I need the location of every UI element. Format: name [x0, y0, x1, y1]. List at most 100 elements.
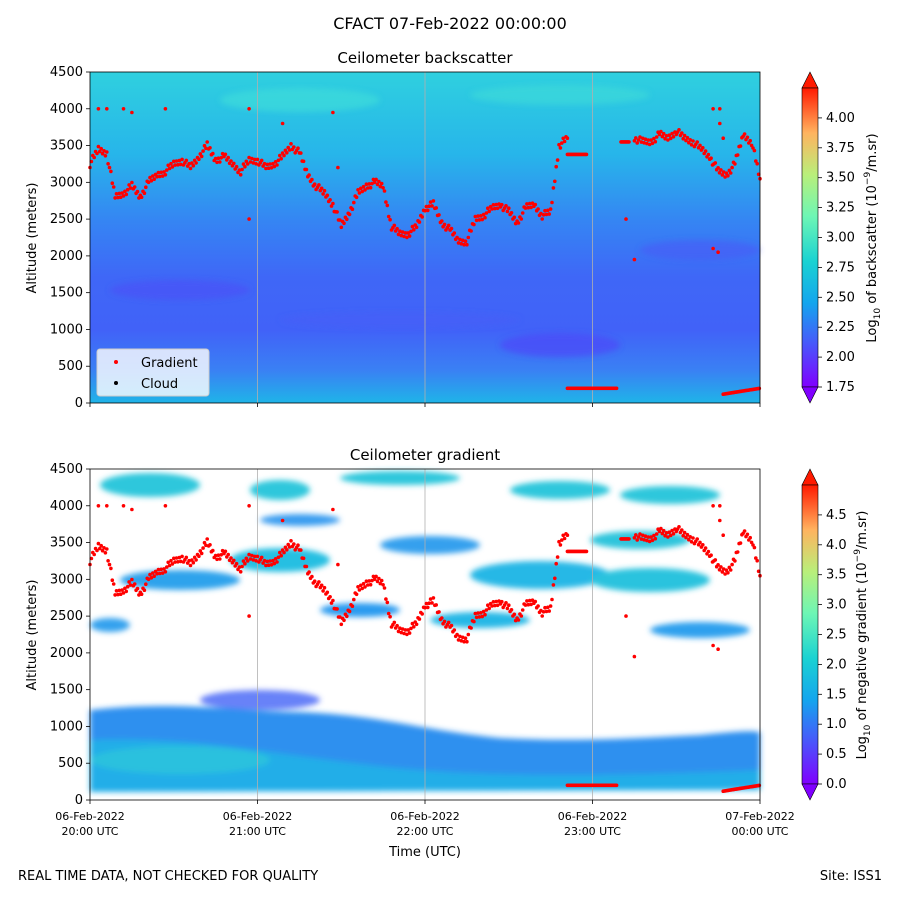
gradient-point: [671, 532, 676, 536]
gradient-point: [158, 174, 162, 179]
gradient-point: [364, 579, 369, 583]
gradient-point: [409, 229, 413, 234]
gradient-point: [374, 574, 378, 579]
gradient-point: [118, 592, 123, 596]
gradient-point: [382, 189, 387, 193]
gradient-point: [166, 560, 170, 565]
gradient-point: [149, 179, 154, 183]
gradient-point: [667, 133, 672, 137]
gradient-point: [328, 595, 332, 599]
gradient-point: [336, 165, 340, 170]
colorbar-tick-label: 3.50: [826, 171, 855, 186]
gradient-point: [110, 578, 115, 582]
gradient-point: [698, 540, 702, 545]
gradient-point: [654, 532, 659, 536]
gradient-point: [730, 165, 734, 170]
gradient-point: [495, 603, 500, 608]
gradient-point: [505, 209, 510, 214]
gradient-point: [463, 636, 468, 640]
gradient-point: [681, 136, 685, 141]
gradient-point: [487, 209, 492, 214]
gradient-point: [639, 537, 644, 541]
gradient-point: [452, 628, 457, 632]
gradient-point: [752, 148, 757, 153]
gradient-point: [347, 609, 352, 614]
gradient-point: [266, 166, 271, 170]
gradient-point: [363, 188, 367, 192]
gradient-point: [472, 222, 476, 227]
gradient-point: [666, 138, 670, 142]
backscatter-gradient-points: [88, 107, 762, 397]
gradient-point: [338, 218, 342, 222]
gradient-point: [541, 610, 546, 614]
gradient-point: [289, 539, 293, 543]
gradient-point: [481, 609, 486, 614]
gradient-point: [149, 576, 154, 580]
gradient-point: [113, 196, 117, 200]
gradient-point: [706, 549, 711, 554]
gradient-point: [347, 212, 352, 217]
gradient-point: [551, 583, 556, 587]
gradient-point: [493, 206, 497, 211]
gradient-point: [285, 151, 289, 155]
y-tick-label: 500: [58, 359, 83, 374]
gradient-point: [449, 226, 454, 231]
gradient-point: [379, 578, 384, 583]
gradient-point: [155, 571, 159, 576]
gradient-panel-title: Ceilometer gradient: [349, 446, 501, 464]
quality-disclaimer: REAL TIME DATA, NOT CHECKED FOR QUALITY: [18, 869, 319, 884]
gradient-point: [757, 386, 762, 391]
gradient-point: [420, 215, 425, 219]
gradient-point: [529, 602, 533, 607]
gradient-point: [106, 162, 110, 166]
gradient-point: [107, 562, 112, 567]
gradient-point: [504, 601, 508, 605]
gradient-point: [243, 561, 247, 566]
gradient-point: [641, 136, 645, 141]
gradient-point: [396, 629, 401, 634]
backscatter-panel: 0 500 1000 1500 2000 2500 3000 3500 4000 4500 Alt…: [25, 65, 883, 411]
gradient-point: [730, 562, 734, 567]
gradient-point: [507, 206, 511, 210]
gradient-point: [664, 134, 669, 138]
gradient-point: [748, 535, 752, 540]
gradient-point: [624, 614, 628, 618]
colorbar-tick-label: 4.5: [826, 508, 847, 523]
gradient-point: [456, 241, 461, 245]
gradient-point: [268, 162, 272, 166]
gradient-point: [121, 107, 126, 111]
gradient-point: [240, 167, 244, 172]
gradient-point: [317, 580, 321, 584]
gradient-point: [666, 535, 670, 539]
gradient-point: [148, 175, 152, 180]
gradient-point: [272, 561, 277, 566]
gradient-point: [264, 166, 268, 171]
gradient-point: [252, 157, 257, 162]
gradient-point: [170, 562, 175, 566]
gradient-point: [132, 582, 137, 586]
gradient-point: [95, 151, 99, 156]
gradient-point: [530, 598, 535, 602]
gradient-point: [271, 161, 275, 166]
gradient-point: [378, 581, 383, 586]
gradient-point: [709, 553, 713, 557]
gradient-point: [716, 166, 720, 170]
gradient-point: [632, 654, 637, 659]
gradient-point: [560, 538, 564, 542]
gradient-point: [282, 153, 286, 158]
gradient-point: [124, 589, 129, 594]
gradient-point: [728, 171, 733, 175]
gradient-point: [523, 206, 528, 210]
gradient-point: [279, 156, 284, 161]
gradient-point: [243, 164, 247, 169]
gradient-point: [384, 200, 388, 204]
gradient-point: [539, 211, 543, 216]
gradient-point: [719, 565, 723, 569]
gradient-x-axis: 06-Feb-2022 20:00 UTC 06-Feb-2022 21:00 UTC…: [55, 800, 795, 838]
x-tick-date: 07-Feb-2022: [725, 810, 794, 823]
gradient-point: [638, 135, 642, 139]
gradient-point: [745, 532, 750, 537]
gradient-point: [216, 156, 221, 160]
gradient-point: [130, 577, 134, 582]
gradient-point: [632, 257, 637, 262]
